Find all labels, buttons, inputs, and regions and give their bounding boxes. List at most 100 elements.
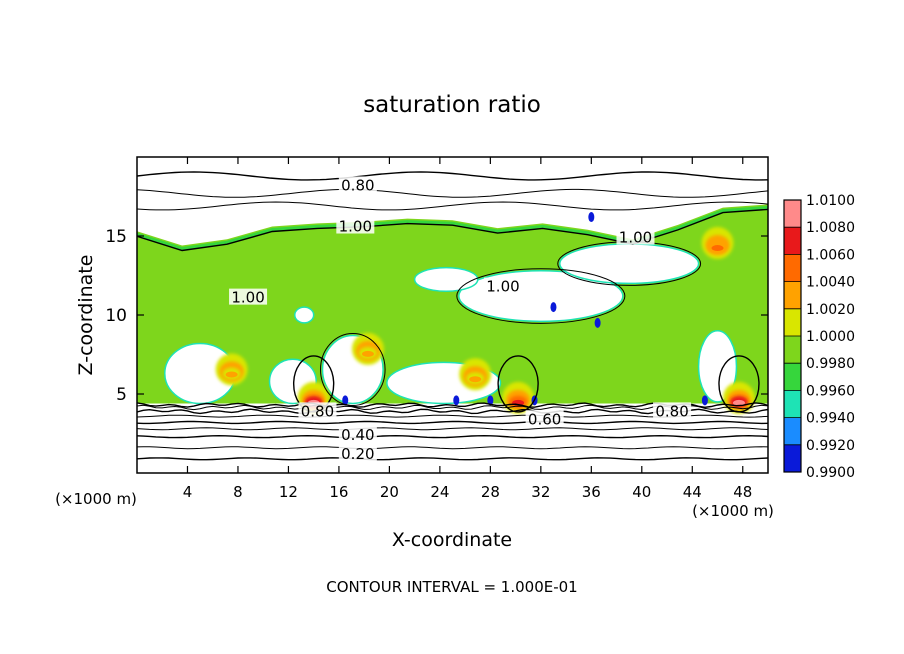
plot-area: 0.80 1.00 1.00 1.00 1.00 0.80 0.80 0.60 0.400.20… (105, 156, 769, 501)
colorbar-label: 1.0000 (806, 329, 855, 345)
chart-title: saturation ratio (363, 92, 541, 118)
contour-label-bg (653, 402, 692, 419)
y-tick-label: 10 (105, 306, 127, 326)
clear-air-patch (294, 306, 315, 324)
clear-air-patch (413, 266, 479, 293)
contour-label-bg (298, 402, 337, 419)
contour-label: 1.00 (339, 218, 372, 236)
colorbar-label: 0.9940 (806, 411, 855, 427)
cloud-edge-band (137, 205, 768, 251)
contour-line (718, 355, 760, 413)
colorbar-band (784, 390, 801, 419)
contour-label: 0.80 (655, 402, 688, 420)
colorbar-band (784, 281, 801, 310)
contour-label-bg (338, 445, 377, 462)
y-tick-label: 5 (116, 385, 127, 405)
colorbar-band (784, 336, 801, 364)
contour-line (137, 188, 768, 198)
y-axis-label: Z-coordinate (75, 255, 97, 376)
contour-label: 0.20 (341, 445, 374, 463)
x-tick-label: 28 (481, 483, 500, 501)
colorbar-label: 1.0020 (806, 302, 855, 318)
hotspot (459, 358, 492, 391)
colorbar-band (784, 227, 801, 255)
colorbar: 1.0100 1.0080 1.0060 1.0040 1.0020 1.0000 0.99… (783, 193, 855, 481)
x-tick-label: 24 (430, 483, 449, 501)
x-tick-label: 20 (380, 483, 399, 501)
y-tick-label: 15 (105, 227, 127, 247)
contour-interval-note: CONTOUR INTERVAL = 1.000E-01 (326, 578, 577, 596)
x-tick-label: 36 (582, 483, 601, 501)
clear-air-patch (697, 330, 738, 403)
contour-line (137, 427, 768, 431)
subsaturated-spot (701, 395, 708, 406)
contour-label-bg (338, 426, 377, 443)
contour-line (137, 171, 768, 181)
hotspot (351, 332, 384, 365)
contour-label-layer: 0.80 1.00 1.00 1.00 1.00 0.80 0.80 0.60 0.400.20 (229, 176, 692, 463)
contour-label: 0.80 (341, 176, 374, 194)
subsaturated-spot (453, 395, 460, 406)
colorbar-band (784, 417, 801, 446)
colorbar-label: 0.9980 (806, 356, 855, 372)
x-tick-label: 16 (329, 483, 348, 501)
clear-air-patch (559, 243, 700, 285)
contour-line (137, 201, 768, 211)
subsaturated-spot (594, 317, 601, 328)
y-unit-label: (×1000 m) (55, 490, 137, 508)
contour-line (497, 355, 539, 413)
hotspot (722, 381, 755, 414)
contour-line (137, 434, 768, 439)
colorbar-band (784, 308, 801, 337)
subsaturated-spot (487, 395, 494, 406)
x-axis-label: X-coordinate (392, 529, 512, 551)
colorbar-label: 1.0060 (806, 247, 855, 263)
x-tick-label: 32 (531, 483, 550, 501)
contour-label: 0.40 (341, 426, 374, 444)
colorbar-label: 0.9900 (806, 465, 855, 481)
subsaturated-spot (588, 212, 595, 223)
contour-line-1-00 (137, 208, 768, 252)
x-axis-ticks: 4 8 12 16 20 24 28 32 36 40 44 48 (183, 157, 752, 501)
x-tick-label: 12 (279, 483, 298, 501)
contour-line (456, 268, 626, 324)
contour-label-bg (483, 277, 522, 294)
contour-label-bg (229, 288, 268, 305)
colorbar-label: 0.9960 (806, 383, 855, 399)
x-tick-label: 8 (233, 483, 243, 501)
hotspot (701, 227, 734, 260)
colorbar-label: 0.9920 (806, 438, 855, 454)
x-tick-label: 40 (632, 483, 651, 501)
contour-label: 0.60 (528, 410, 561, 428)
subsaturated-spot (342, 395, 349, 406)
contour-label: 1.00 (619, 229, 652, 247)
colorbar-label: 1.0080 (806, 220, 855, 236)
hotspot (502, 381, 535, 414)
contour-label: 0.80 (301, 402, 334, 420)
contour-label-bg (338, 176, 377, 193)
contour-label-bg (336, 217, 375, 234)
colorbar-band (784, 200, 801, 228)
colorbar-label: 1.0040 (806, 275, 855, 291)
colorbar-label: 1.0100 (806, 193, 855, 209)
colorbar-band (784, 363, 801, 391)
x-tick-label: 4 (183, 483, 193, 501)
x-tick-label: 48 (733, 483, 752, 501)
contour-label-bg (525, 410, 564, 427)
contour-line (137, 420, 768, 425)
colorbar-band (784, 254, 801, 283)
y-axis-ticks: 5 10 15 (105, 227, 768, 405)
x-unit-label: (×1000 m) (692, 502, 774, 520)
contour-label: 1.00 (231, 289, 264, 307)
x-tick-label: 44 (683, 483, 702, 501)
contour-line (137, 457, 768, 461)
contour-line (137, 446, 768, 450)
colorbar-band (784, 444, 801, 473)
contour-label: 1.00 (486, 278, 519, 296)
contour-label-bg (616, 228, 655, 245)
hotspot (215, 353, 248, 386)
field-layer (137, 204, 768, 414)
subsaturated-spot (550, 302, 557, 313)
contour-line (320, 333, 386, 406)
